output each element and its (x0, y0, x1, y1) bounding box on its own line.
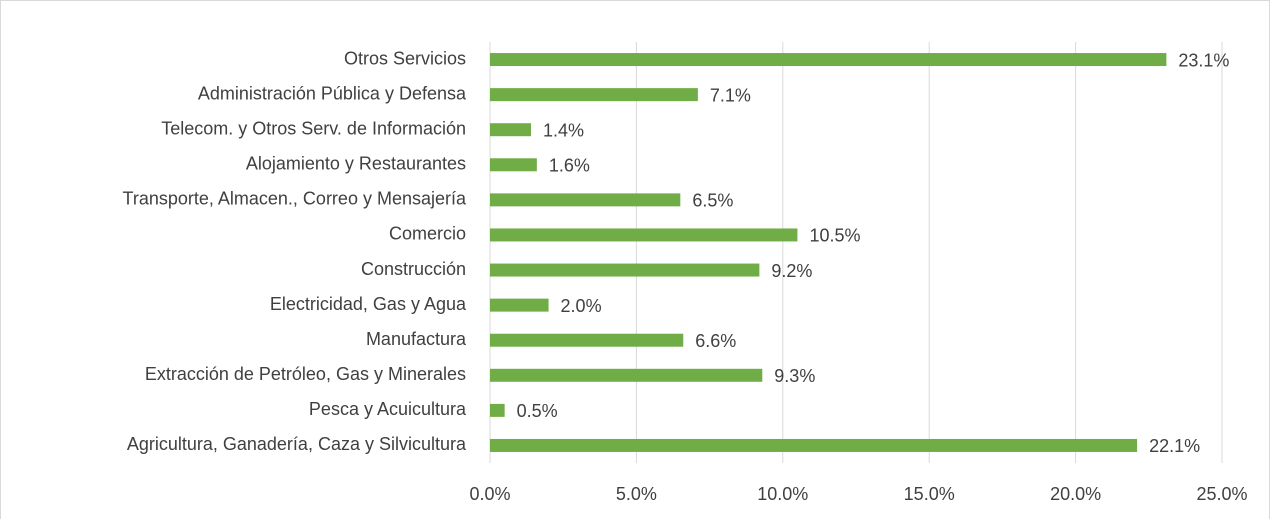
data-label: 9.3% (774, 366, 815, 386)
x-tick-label: 20.0% (1050, 484, 1101, 504)
x-tick-label: 15.0% (904, 484, 955, 504)
y-tick-label: Telecom. y Otros Serv. de Información (161, 118, 466, 138)
y-tick-label: Otros Servicios (344, 48, 466, 68)
data-label: 2.0% (561, 296, 602, 316)
x-tick-label: 10.0% (757, 484, 808, 504)
bar (490, 123, 531, 137)
data-label: 1.6% (549, 156, 590, 176)
bar (490, 228, 798, 242)
y-tick-label: Pesca y Acuicultura (309, 399, 467, 419)
x-tick-label: 25.0% (1196, 484, 1247, 504)
data-label: 6.5% (692, 191, 733, 211)
data-label: 7.1% (710, 85, 751, 105)
data-label: 6.6% (695, 331, 736, 351)
y-tick-label: Electricidad, Gas y Agua (270, 294, 467, 314)
bar (490, 403, 505, 417)
data-label: 22.1% (1149, 436, 1200, 456)
bar (490, 263, 760, 277)
bar (490, 298, 549, 312)
bar (490, 368, 763, 382)
bar (490, 333, 684, 347)
y-tick-label: Alojamiento y Restaurantes (246, 154, 466, 174)
data-label: 23.1% (1178, 50, 1229, 70)
y-tick-label: Comercio (389, 224, 466, 244)
data-label: 1.4% (543, 120, 584, 140)
y-tick-label: Administración Pública y Defensa (198, 83, 467, 103)
y-tick-label: Manufactura (366, 329, 467, 349)
y-tick-label: Agricultura, Ganadería, Caza y Silvicult… (127, 434, 467, 454)
bar (490, 193, 681, 207)
x-tick-label: 5.0% (616, 484, 657, 504)
bar (490, 438, 1138, 452)
y-tick-label: Extracción de Petróleo, Gas y Minerales (145, 364, 466, 384)
bar (490, 88, 698, 102)
data-label: 10.5% (809, 226, 860, 246)
bar (490, 158, 537, 172)
x-tick-label: 0.0% (469, 484, 510, 504)
data-label: 9.2% (771, 261, 812, 281)
y-tick-label: Transporte, Almacen., Correo y Mensajerí… (123, 189, 467, 209)
y-tick-label: Construcción (361, 259, 466, 279)
data-label: 0.5% (517, 401, 558, 421)
bar (490, 53, 1167, 67)
